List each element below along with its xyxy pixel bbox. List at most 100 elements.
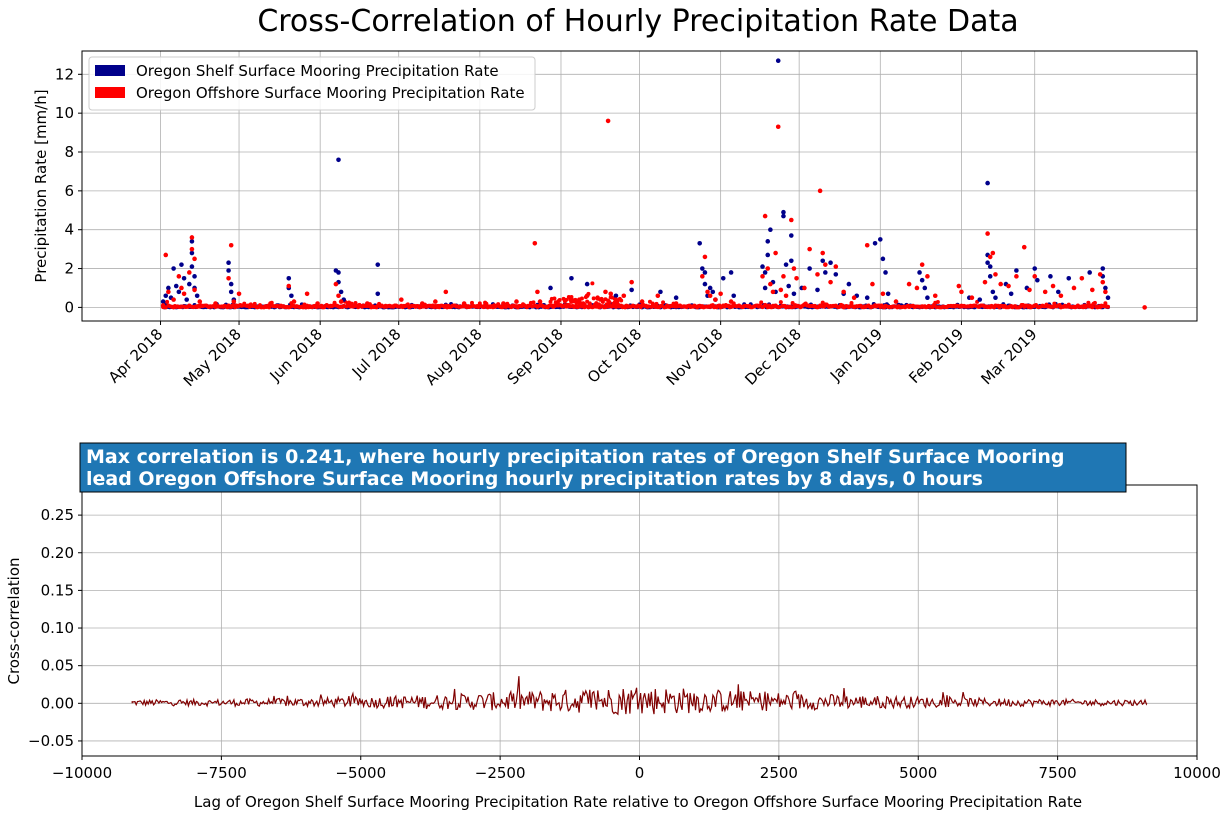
offshore-data-point xyxy=(768,281,773,287)
offshore-data-point xyxy=(707,293,713,299)
offshore-data-point xyxy=(773,250,778,256)
offshore-data-point xyxy=(163,252,169,258)
offshore-data-point xyxy=(181,291,187,297)
shelf-data-point xyxy=(925,295,930,300)
shelf-data-point xyxy=(820,258,826,264)
baseline-marker xyxy=(573,297,578,302)
baseline-marker xyxy=(252,301,257,306)
offshore-data-point xyxy=(189,235,195,240)
top-x-tick-label: Aug 2018 xyxy=(422,325,486,389)
offshore-data-point xyxy=(176,274,182,279)
offshore-data-point xyxy=(820,250,826,256)
baseline-marker xyxy=(552,296,557,301)
offshore-data-point xyxy=(532,241,538,246)
offshore-data-point xyxy=(841,289,846,295)
baseline-marker xyxy=(1086,300,1091,305)
offshore-data-point xyxy=(1014,274,1019,279)
baseline-marker xyxy=(596,302,601,307)
shelf-data-point xyxy=(885,291,891,297)
figure-title: Cross-Correlation of Hourly Precipitatio… xyxy=(257,4,1018,39)
baseline-marker xyxy=(551,304,556,309)
shelf-data-point xyxy=(1014,268,1019,273)
legend-swatch-shelf xyxy=(95,65,125,76)
bottom-y-tick-label: 0.20 xyxy=(41,544,74,562)
offshore-data-point xyxy=(213,301,218,306)
offshore-data-point xyxy=(226,275,231,281)
shelf-data-point xyxy=(765,239,771,244)
shelf-data-point xyxy=(702,270,708,275)
offshore-data-point xyxy=(501,301,506,306)
top-y-tick-label: 4 xyxy=(64,221,74,239)
offshore-data-point xyxy=(998,281,1003,287)
baseline-marker xyxy=(589,304,594,309)
offshore-data-point xyxy=(807,246,812,252)
shelf-data-point xyxy=(629,287,634,293)
shelf-data-point xyxy=(783,262,789,267)
shelf-data-point xyxy=(1035,277,1040,283)
offshore-data-point xyxy=(197,299,203,304)
top-x-ticks: Apr 2018 May 2018 Jun 2018 Jul 2018 Aug 2018… xyxy=(105,321,1041,390)
baseline-marker xyxy=(790,300,795,305)
shelf-data-point xyxy=(728,270,734,275)
offshore-data-point xyxy=(1006,283,1011,289)
bottom-y-tick-label: 0.05 xyxy=(41,657,74,675)
offshore-data-point xyxy=(639,299,645,304)
top-y-tick-label: 12 xyxy=(55,65,74,83)
bottom-x-tick-label: −7500 xyxy=(196,764,247,782)
offshore-data-point xyxy=(802,285,807,291)
bottom-gridlines xyxy=(81,485,1198,756)
shelf-data-point xyxy=(985,260,990,266)
top-y-tick-label: 6 xyxy=(64,182,74,200)
shelf-data-point xyxy=(702,281,708,287)
shelf-data-point xyxy=(171,266,176,271)
baseline-marker xyxy=(590,281,595,286)
shelf-data-point xyxy=(987,274,993,279)
offshore-data-point xyxy=(257,303,263,308)
offshore-data-point xyxy=(700,274,705,279)
shelf-data-point xyxy=(707,285,713,291)
bottom-x-tick-label: 2500 xyxy=(760,764,798,782)
offshore-data-point xyxy=(291,299,297,304)
offshore-data-point xyxy=(461,301,467,306)
offshore-data-point xyxy=(959,289,964,295)
top-x-tick-label: Jul 2018 xyxy=(348,325,405,382)
bottom-y-tick-label: −0.05 xyxy=(28,732,74,750)
shelf-data-point xyxy=(720,275,726,281)
baseline-marker xyxy=(557,297,562,302)
shelf-data-point xyxy=(658,289,663,295)
offshore-data-point xyxy=(1100,279,1106,285)
top-y-ticks: 0 2 4 6 8 10 12 xyxy=(55,65,82,316)
shelf-data-point xyxy=(846,281,852,287)
baseline-marker xyxy=(935,300,940,305)
shelf-data-point xyxy=(289,293,294,299)
offshore-data-point xyxy=(160,303,166,308)
shelf-data-point xyxy=(987,264,993,269)
offshore-data-point xyxy=(925,274,930,279)
bottom-y-axis-label: Cross-correlation xyxy=(5,557,23,684)
shelf-data-point xyxy=(786,283,791,289)
shelf-data-point xyxy=(160,299,166,304)
shelf-data-point xyxy=(226,260,231,266)
baseline-marker xyxy=(591,296,596,301)
offshore-data-point xyxy=(286,283,292,289)
shelf-data-point xyxy=(286,275,292,281)
baseline-marker xyxy=(778,300,783,305)
shelf-data-point xyxy=(1008,291,1014,297)
baseline-marker xyxy=(604,302,609,307)
shelf-data-point xyxy=(917,270,922,275)
offshore-data-point xyxy=(794,275,799,281)
offshore-data-point xyxy=(880,291,886,297)
baseline-marker xyxy=(564,297,569,302)
offshore-data-point xyxy=(1027,287,1032,293)
bottom-x-tick-label: 0 xyxy=(635,764,645,782)
offshore-data-point xyxy=(584,293,590,299)
shelf-data-point xyxy=(775,58,781,64)
shelf-data-point xyxy=(176,289,182,295)
shelf-data-point xyxy=(226,268,231,273)
shelf-data-point xyxy=(1100,266,1106,271)
shelf-data-point xyxy=(815,287,820,293)
shelf-data-point xyxy=(807,266,812,271)
offshore-data-point xyxy=(315,301,320,306)
offshore-data-point xyxy=(1042,289,1048,295)
top-x-tick-label: Sep 2018 xyxy=(504,325,567,388)
